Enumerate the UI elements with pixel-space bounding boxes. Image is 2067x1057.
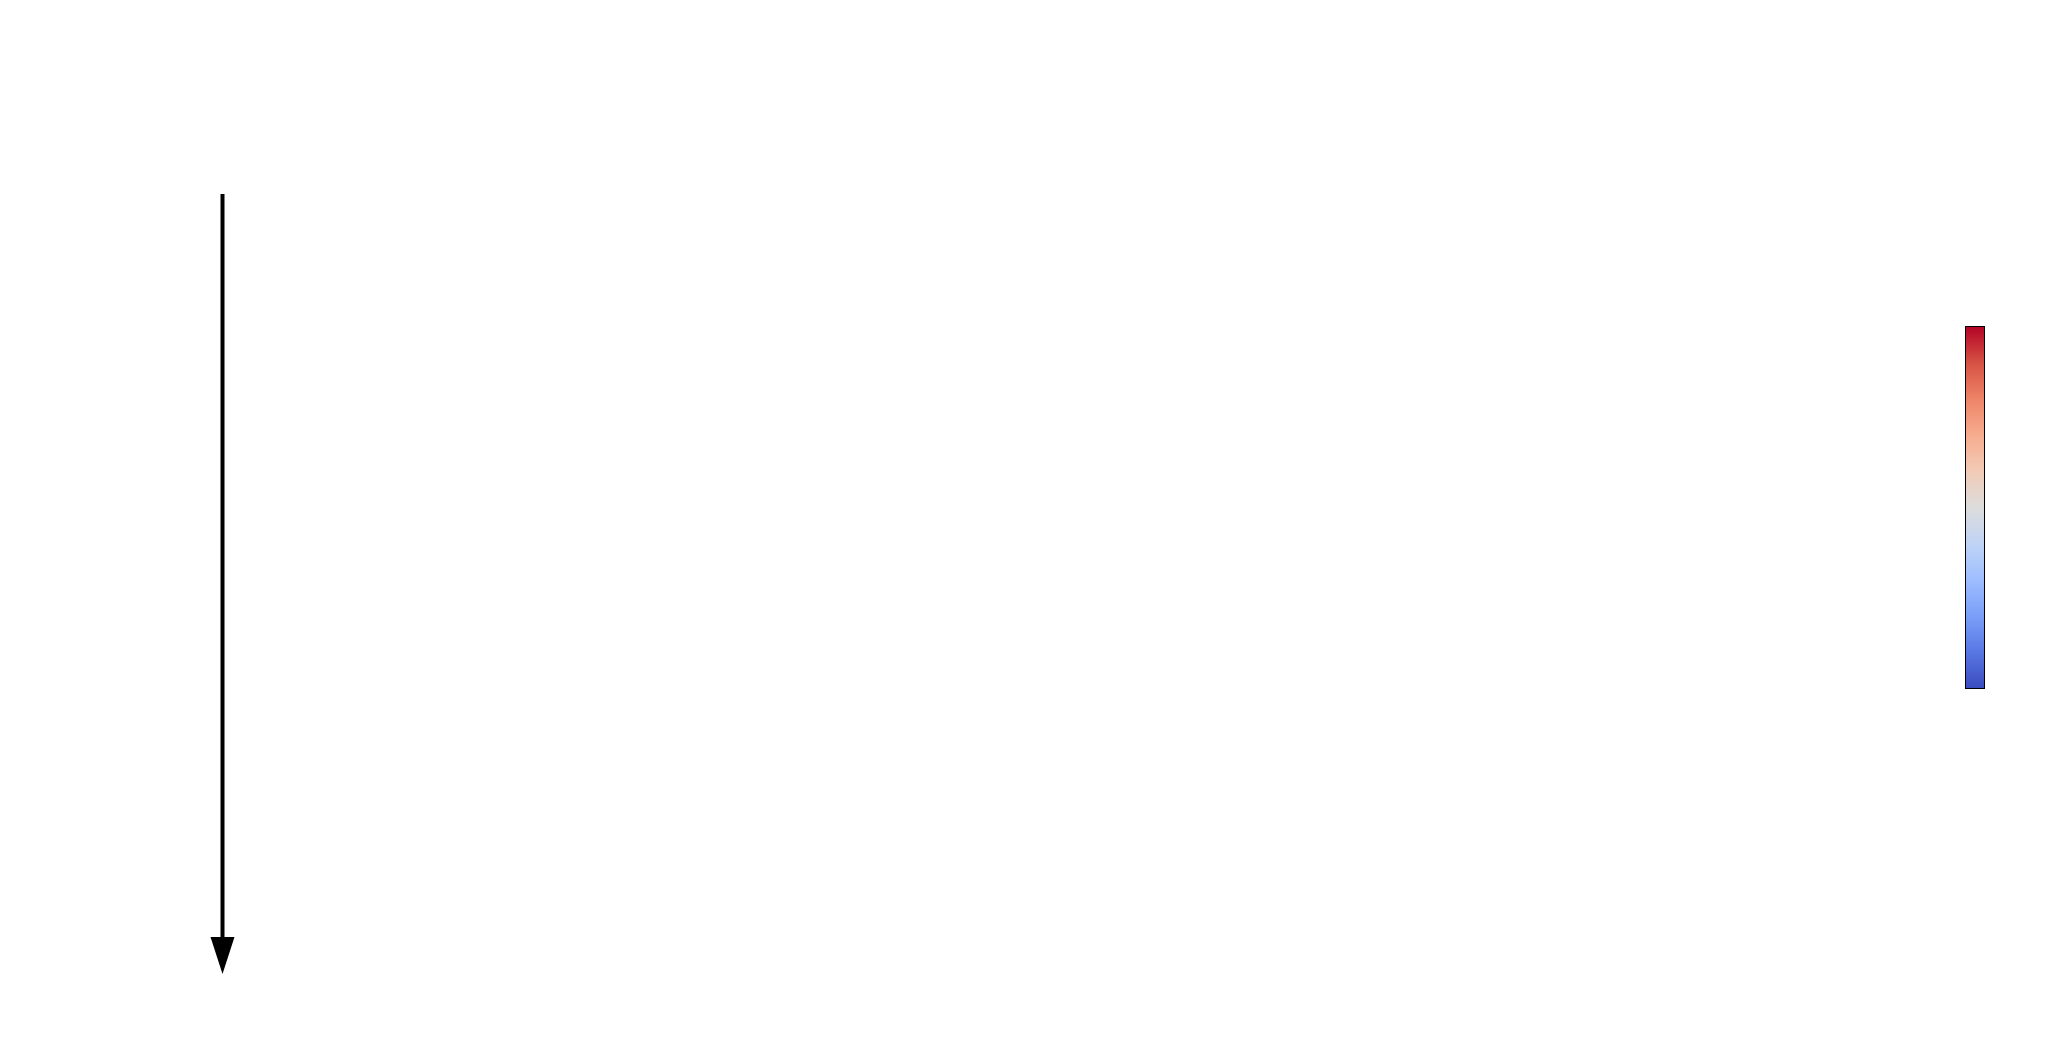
time-arrow — [210, 194, 235, 974]
colorbar — [1965, 326, 1985, 689]
